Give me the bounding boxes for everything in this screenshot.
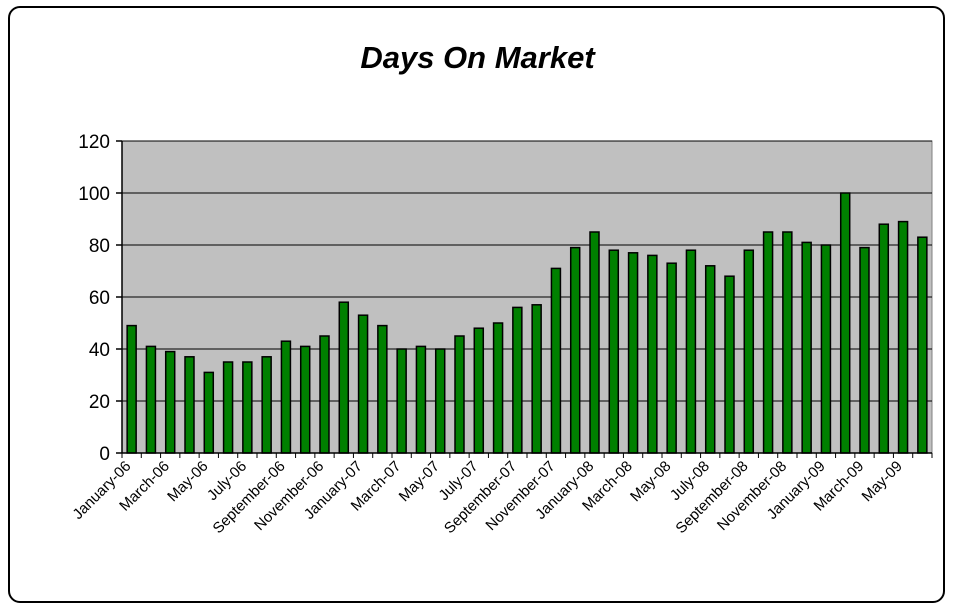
bar — [222, 361, 234, 454]
y-tick-label: 80 — [89, 236, 110, 257]
gridlines — [122, 140, 932, 402]
bar — [589, 231, 600, 454]
bar — [299, 345, 311, 454]
bar — [839, 192, 851, 454]
x-tick-label: May-06 — [164, 458, 211, 505]
bar — [550, 267, 562, 454]
bar — [242, 361, 253, 454]
bar — [917, 236, 928, 454]
bar — [492, 322, 504, 454]
bar — [512, 306, 523, 454]
bar — [897, 220, 909, 454]
y-tick-label: 0 — [99, 444, 110, 465]
bar — [878, 223, 890, 454]
bar — [801, 241, 812, 454]
bar — [319, 335, 330, 454]
bar — [666, 262, 677, 454]
bar — [473, 327, 485, 454]
bar — [531, 304, 542, 454]
bar — [203, 371, 215, 454]
bar — [261, 356, 272, 454]
bar — [704, 265, 716, 454]
y-tick-label: 100 — [78, 184, 110, 205]
bar — [762, 231, 774, 454]
y-tick-label: 120 — [78, 132, 110, 153]
x-tick-label: May-07 — [396, 458, 443, 505]
x-tick-label: May-08 — [627, 458, 674, 505]
bar — [415, 345, 427, 454]
y-tick-label: 20 — [89, 392, 110, 413]
bar — [859, 246, 870, 454]
bar — [685, 249, 697, 454]
bar — [377, 324, 388, 454]
bar — [627, 252, 639, 454]
bar — [782, 231, 793, 454]
chart-title: Days On Market — [360, 40, 595, 75]
bar — [145, 345, 157, 454]
bar — [724, 275, 735, 454]
bar — [338, 301, 350, 454]
bar — [280, 340, 292, 454]
bar — [396, 348, 407, 454]
y-tick-label: 40 — [89, 340, 110, 361]
bar — [434, 348, 446, 454]
bar — [454, 335, 465, 454]
bar — [569, 246, 581, 454]
y-tick-label: 60 — [89, 288, 110, 309]
bar — [164, 350, 176, 454]
x-tick-label: May-09 — [859, 458, 906, 505]
x-tick-label: January-06 — [69, 458, 134, 523]
y-axis-ticks: 0 20 40 60 80 100 120 — [78, 132, 122, 465]
x-axis-ticks: January-06March-06May-06July-06September… — [69, 453, 933, 537]
bar — [647, 254, 658, 454]
bar — [357, 314, 369, 454]
bar — [608, 249, 620, 454]
bars — [126, 192, 928, 454]
bar — [743, 249, 755, 454]
bar — [126, 324, 137, 454]
bar — [820, 244, 832, 454]
bar — [184, 356, 195, 454]
